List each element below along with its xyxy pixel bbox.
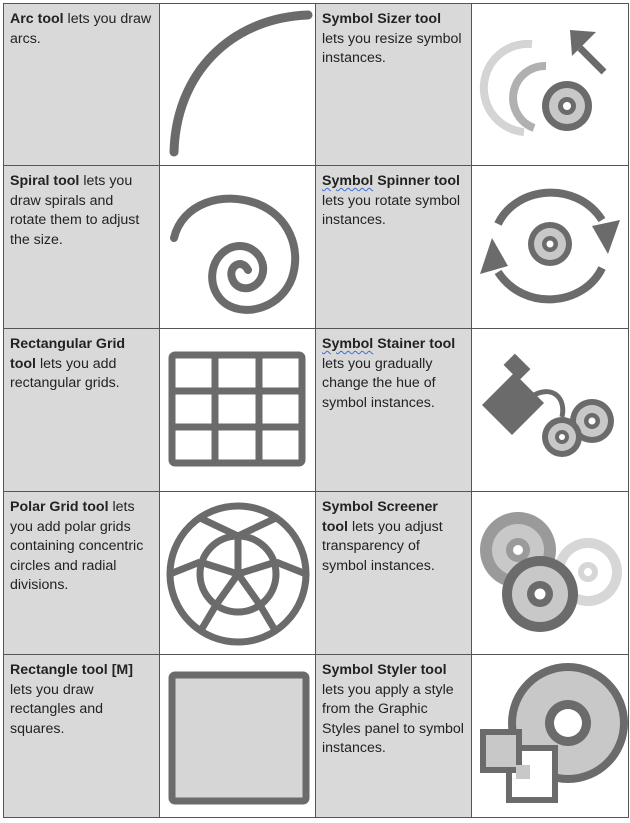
desc-cell: Symbol Spinner tool lets you rotate symb… [315, 165, 472, 329]
tool-name: Symbol Sizer tool [322, 11, 442, 27]
desc-cell: Rectangle tool [M] lets you draw rectang… [3, 654, 160, 818]
tool-desc: lets you apply a style from the Graphic … [322, 681, 464, 757]
symbol-spinner-icon [480, 188, 620, 304]
tool-name: Symbol Screener tool [322, 499, 438, 535]
tool-name: Symbol Spinner tool [322, 173, 460, 189]
table-row: Polar Grid tool lets you add polar grids… [3, 491, 629, 655]
icon-cell [159, 654, 316, 818]
tool-name: Spiral tool [10, 173, 80, 189]
desc-cell: Symbol Styler tool lets you apply a styl… [315, 654, 472, 818]
tool-name: Symbol Styler tool [322, 662, 447, 678]
icon-cell [159, 328, 316, 492]
desc-cell: Rectangular Grid tool lets you add recta… [3, 328, 160, 492]
symbol-screener-icon [480, 512, 622, 632]
icon-cell [159, 491, 316, 655]
tool-desc: lets you add polar grids containing conc… [10, 499, 144, 594]
desc-cell: Symbol Stainer tool lets you gradually c… [315, 328, 472, 492]
tool-name: Arc tool [10, 11, 64, 27]
desc-cell: Polar Grid tool lets you add polar grids… [3, 491, 160, 655]
table-row: Rectangular Grid tool lets you add recta… [3, 328, 629, 492]
tool-name: Symbol Stainer tool [322, 336, 456, 352]
icon-cell [471, 491, 629, 655]
spiral-tool-icon [170, 194, 300, 314]
arc-tool-icon [169, 10, 313, 157]
rectangular-grid-icon [168, 351, 306, 467]
tool-desc: lets you rotate symbol instances. [322, 192, 460, 229]
tool-desc: lets you add rectangular grids. [10, 355, 120, 392]
desc-cell: Spiral tool lets you draw spirals and ro… [3, 165, 160, 329]
rectangle-tool-icon [168, 671, 310, 805]
table-row: Arc tool lets you draw arcs. Symbol Size… [3, 3, 629, 166]
tool-name: Rectangular Grid tool [10, 336, 126, 372]
desc-cell: Symbol Screener tool lets you adjust tra… [315, 491, 472, 655]
tool-desc: lets you draw spirals and rotate them to… [10, 173, 140, 248]
tool-desc: lets you gradually change the hue of sym… [322, 355, 436, 411]
tool-name: Rectangle tool [M] [10, 662, 133, 678]
symbol-sizer-icon [479, 30, 607, 136]
desc-cell: Arc tool lets you draw arcs. [3, 3, 160, 166]
icon-cell [159, 165, 316, 329]
icon-cell [471, 328, 629, 492]
desc-cell: Symbol Sizer tool lets you resize symbol… [315, 3, 472, 166]
icon-cell [159, 3, 316, 166]
tools-table: Arc tool lets you draw arcs. Symbol Size… [3, 3, 629, 818]
polar-grid-icon [166, 502, 310, 646]
icon-cell [471, 165, 629, 329]
tool-desc: lets you resize symbol instances. [322, 30, 462, 67]
tool-desc: lets you adjust transparency of symbol i… [322, 518, 443, 574]
table-row: Spiral tool lets you draw spirals and ro… [3, 165, 629, 329]
icon-cell [471, 3, 629, 166]
tool-name: Polar Grid tool [10, 499, 109, 515]
tool-desc: lets you draw arcs. [10, 11, 152, 47]
tool-desc: lets you draw rectangles and squares. [10, 681, 104, 737]
icon-cell [471, 654, 629, 818]
symbol-styler-icon [480, 663, 628, 803]
symbol-stainer-icon [482, 353, 614, 457]
table-row: Rectangle tool [M] lets you draw rectang… [3, 654, 629, 818]
